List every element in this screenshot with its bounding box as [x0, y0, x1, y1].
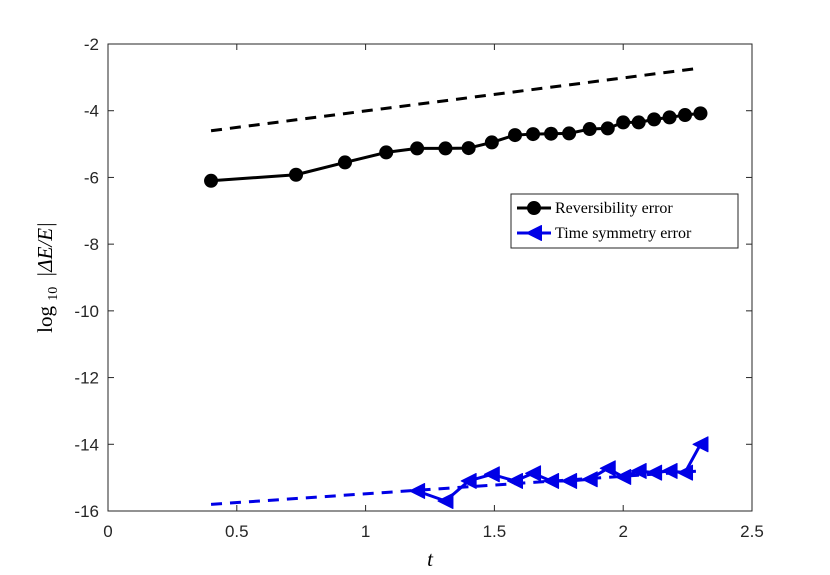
- time-symmetry-fit-line: [210, 469, 701, 506]
- reversibility-error-point: [693, 106, 708, 121]
- reversibility-error-point: [662, 110, 677, 125]
- series-reversibility-error: [204, 106, 708, 188]
- reversibility-error-point: [526, 127, 541, 142]
- y-axis-label-subscript: 10: [46, 287, 61, 301]
- reversibility-error-point: [289, 167, 304, 182]
- legend-label: Time symmetry error: [555, 225, 692, 242]
- series-reversibility-fit: [210, 66, 701, 133]
- legend: Reversibility error Time symmetry error: [510, 193, 739, 249]
- y-tick-label: -14: [74, 435, 99, 454]
- y-axis-label-quantity: |ΔE/E|: [33, 222, 57, 277]
- reversibility-error-point: [562, 126, 577, 141]
- reversibility-error-point: [508, 128, 523, 143]
- time-symmetry-error-point: [437, 492, 454, 509]
- reversibility-error-point: [616, 115, 631, 130]
- x-axis-label: t: [427, 547, 434, 571]
- y-tick-label: -16: [74, 502, 99, 521]
- x-tick-label: 1.5: [483, 522, 507, 541]
- x-tick-label: 0.5: [225, 522, 249, 541]
- y-tick-label: -12: [74, 369, 99, 388]
- plot-area-frame: [107, 43, 753, 512]
- x-tick-label: 1: [361, 522, 370, 541]
- reversibility-error-point: [438, 141, 453, 156]
- y-axis-label: log 10 |ΔE/E|: [33, 222, 62, 333]
- series-layer: [204, 66, 709, 509]
- legend-box: [510, 193, 739, 249]
- x-tick-label: 2.5: [740, 522, 764, 541]
- time-symmetry-error-point: [460, 472, 477, 489]
- reversibility-error-point: [582, 122, 597, 137]
- reversibility-error-point: [678, 108, 693, 123]
- reversibility-error-point: [600, 121, 615, 136]
- y-tick-label: -6: [84, 168, 99, 187]
- reversibility-error-point: [461, 141, 476, 156]
- x-tick-label: 2: [618, 522, 627, 541]
- reversibility-error-point: [204, 173, 219, 188]
- reversibility-fit-line: [210, 66, 701, 133]
- series-time-symmetry-error: [409, 436, 709, 509]
- time-symmetry-error-point: [525, 465, 542, 482]
- time-symmetry-error-point: [507, 472, 524, 489]
- reversibility-error-point: [631, 115, 646, 130]
- legend-entries: Reversibility error Time symmetry error: [517, 200, 692, 242]
- reversibility-error-point: [410, 141, 425, 156]
- reversibility-error-point: [337, 155, 352, 170]
- y-tick-label: -4: [84, 102, 99, 121]
- time-symmetry-error-point: [661, 462, 678, 479]
- time-symmetry-error-point: [692, 436, 709, 453]
- legend-entry-time-symmetry-error: Time symmetry error: [517, 225, 692, 242]
- y-tick-label: -8: [84, 235, 99, 254]
- y-tick-label: -10: [74, 302, 99, 321]
- time-symmetry-error-point: [599, 460, 616, 477]
- y-tick-label: -2: [84, 35, 99, 54]
- series-time-symmetry-fit: [210, 469, 701, 506]
- axis-layer: 0 0.5 1 1.5 2 2.5 -16 -14 -12 -10 -8 -6 -4 -2: [74, 35, 763, 541]
- y-axis-label-log: log: [33, 306, 57, 333]
- reversibility-error-point: [647, 112, 662, 127]
- x-tick-label: 0: [103, 522, 112, 541]
- time-symmetry-error-point: [561, 472, 578, 489]
- time-symmetry-error-point: [483, 466, 500, 483]
- reversibility-error-point: [379, 145, 394, 160]
- legend-label: Reversibility error: [555, 200, 673, 217]
- legend-entry-reversibility-error: Reversibility error: [517, 200, 673, 217]
- legend-marker: [526, 225, 542, 241]
- legend-marker: [527, 201, 541, 215]
- reversibility-error-point: [484, 135, 499, 150]
- reversibility-error-point: [544, 126, 559, 141]
